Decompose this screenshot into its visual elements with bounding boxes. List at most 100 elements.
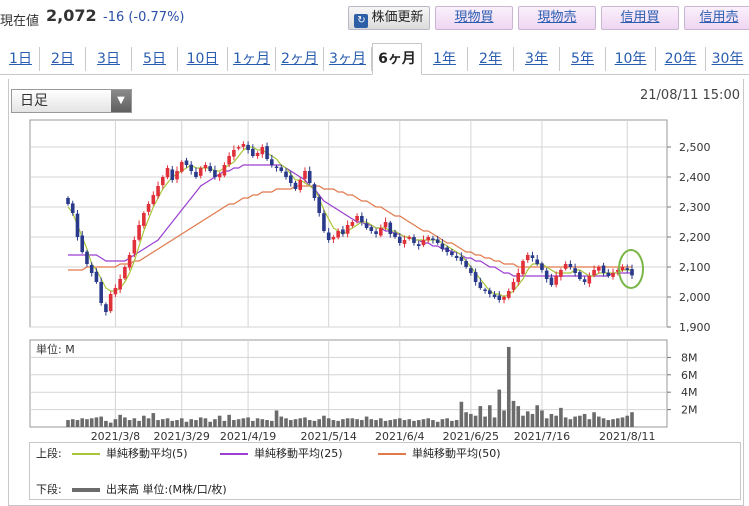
volume-bar	[450, 420, 454, 427]
tab-13[interactable]: 10年	[606, 47, 656, 71]
candle-body	[132, 240, 137, 254]
tab-0[interactable]: 1日	[2, 47, 40, 71]
candle-body	[222, 165, 227, 176]
volume-bar	[393, 419, 397, 427]
candle-body	[236, 147, 241, 149]
volume-bar	[222, 420, 227, 427]
candle-body	[127, 255, 132, 268]
volume-bar	[198, 417, 203, 427]
candle-body	[232, 150, 236, 157]
margin-sell-button[interactable]: 信用売	[684, 6, 749, 30]
volume-bar	[137, 420, 141, 427]
volume-bar	[525, 411, 530, 427]
tab-10[interactable]: 2年	[468, 47, 514, 71]
refresh-price-button[interactable]: ↻ 株価更新	[348, 6, 430, 30]
tab-15[interactable]: 30年	[711, 51, 744, 67]
volume-plot-frame	[29, 339, 668, 428]
volume-bar	[89, 418, 94, 427]
candle-body	[559, 270, 563, 277]
candle-body	[341, 229, 345, 234]
candle-body	[355, 216, 359, 221]
volume-bar	[488, 405, 492, 427]
volume-bar	[307, 420, 312, 427]
margin-buy-button[interactable]: 信用買	[601, 6, 679, 30]
tab-12[interactable]: 5年	[560, 47, 606, 71]
candle-body	[582, 279, 587, 282]
date-tick-label: 2021/4/19	[220, 430, 276, 443]
candle-body	[94, 271, 99, 282]
candle-body	[611, 273, 615, 277]
volume-bar	[568, 419, 573, 427]
candle-body	[393, 232, 397, 237]
candle-body	[104, 304, 108, 312]
date-tick-label: 2021/5/14	[300, 430, 356, 443]
tab-4[interactable]: 10日	[178, 47, 228, 71]
candle-body	[99, 282, 103, 303]
volume-bar	[284, 418, 288, 427]
volume-bar	[360, 420, 364, 427]
candle-body	[184, 160, 189, 165]
candle-body	[307, 171, 312, 183]
volume-bar	[364, 416, 369, 427]
cash-sell-button[interactable]: 現物売	[518, 6, 596, 30]
tab-7[interactable]: 3ヶ月	[324, 47, 372, 71]
tab-1[interactable]: 2日	[40, 47, 86, 71]
candle-body	[615, 270, 620, 272]
price-change: -16 (-0.77%)	[103, 10, 185, 25]
candle-body	[578, 272, 582, 279]
candle-body	[345, 225, 350, 234]
legend-volume-label: 出来高 単位:(M株/口/枚)	[106, 483, 227, 496]
volume-bar	[251, 420, 255, 427]
volume-tick-label: 8M	[681, 351, 698, 364]
volume-bar	[336, 420, 340, 427]
tab-5[interactable]: 1ヶ月	[228, 47, 276, 71]
tab-14[interactable]: 20年	[656, 47, 706, 71]
legend-ma25-swatch	[220, 453, 248, 455]
tab-9[interactable]: 1年	[422, 47, 468, 71]
volume-bar	[146, 418, 151, 427]
price-tick-label: 1,900	[679, 321, 711, 334]
candle-body	[379, 228, 383, 236]
candle-body	[592, 270, 596, 276]
candle-body	[549, 277, 554, 285]
date-tick-label: 2021/6/25	[443, 430, 499, 443]
legend-lower-label: 下段:	[36, 483, 62, 496]
volume-bar	[184, 421, 189, 427]
tab-6[interactable]: 2ヶ月	[276, 47, 324, 71]
volume-bar	[298, 418, 303, 427]
candle-body	[364, 223, 369, 228]
volume-bar	[426, 418, 431, 427]
candle-body	[312, 184, 317, 198]
tab-11[interactable]: 3年	[514, 47, 560, 71]
candle-body	[416, 244, 421, 246]
candle-body	[459, 256, 464, 261]
tab-8[interactable]: 6ヶ月	[372, 43, 422, 75]
candle-body	[360, 216, 364, 222]
candle-body	[213, 170, 217, 177]
cash-buy-button[interactable]: 現物買	[435, 6, 513, 30]
tab-3[interactable]: 5日	[132, 47, 178, 71]
period-select[interactable]: 日足 ▼	[11, 89, 132, 113]
volume-bar	[331, 420, 336, 427]
candle-body	[317, 197, 321, 213]
volume-bar	[127, 420, 132, 427]
legend-ma50-label: 単純移動平均(50)	[412, 447, 501, 460]
volume-bar	[326, 418, 331, 427]
volume-bar	[435, 421, 440, 427]
volume-bar	[469, 413, 473, 427]
volume-bar	[246, 417, 250, 427]
price-tick-label: 2,400	[679, 171, 711, 184]
legend-volume-swatch	[72, 488, 100, 492]
volume-unit-label: 単位: M	[36, 342, 75, 356]
candle-body	[521, 261, 525, 275]
candle-body	[573, 268, 577, 273]
candle-body	[554, 276, 558, 285]
timestamp: 21/08/11 15:00	[640, 88, 740, 103]
volume-bar	[85, 419, 89, 427]
volume-bar	[506, 346, 511, 427]
candle-body	[535, 259, 540, 264]
tab-2[interactable]: 3日	[86, 47, 132, 71]
candle-body	[208, 166, 212, 171]
candle-body	[454, 255, 459, 258]
